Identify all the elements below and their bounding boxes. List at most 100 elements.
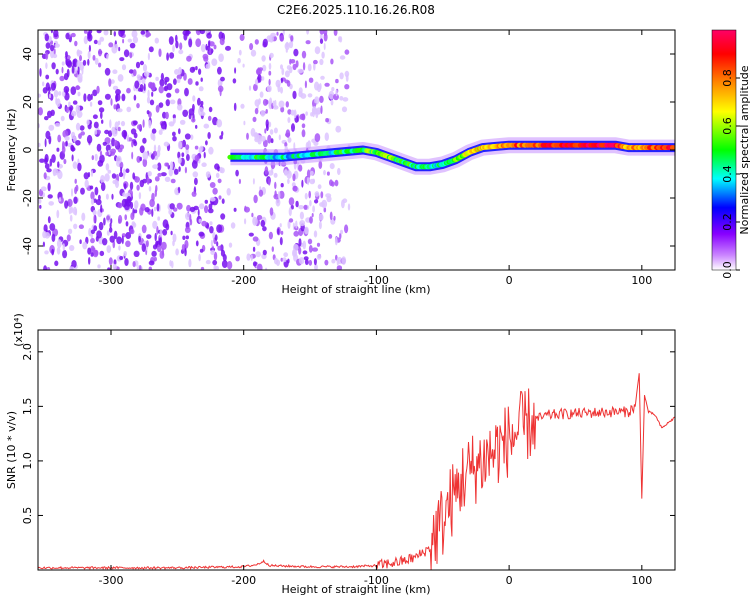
noise-speckle <box>155 105 160 113</box>
noise-speckle <box>104 173 110 182</box>
noise-speckle <box>260 135 266 142</box>
noise-speckle <box>308 190 312 199</box>
noise-speckle <box>199 248 204 253</box>
noise-speckle <box>188 258 192 268</box>
noise-speckle <box>127 38 132 43</box>
noise-speckle <box>177 157 182 164</box>
noise-speckle <box>268 178 271 186</box>
noise-speckle <box>71 154 74 162</box>
noise-speckle <box>200 100 204 106</box>
noise-speckle <box>139 156 142 162</box>
noise-speckle <box>195 66 198 71</box>
noise-speckle <box>154 232 157 242</box>
noise-speckle <box>320 75 325 80</box>
noise-speckle <box>325 193 332 198</box>
noise-speckle <box>88 257 91 265</box>
noise-speckle <box>123 183 127 190</box>
noise-speckle <box>129 52 133 59</box>
noise-speckle <box>97 40 102 46</box>
noise-speckle <box>131 140 134 148</box>
noise-speckle <box>313 258 317 266</box>
noise-speckle <box>54 43 60 48</box>
noise-speckle <box>184 166 187 174</box>
noise-speckle <box>328 90 335 100</box>
noise-speckle <box>286 65 292 70</box>
noise-speckle <box>278 100 285 108</box>
noise-speckle <box>124 258 129 266</box>
noise-speckle <box>324 259 329 266</box>
noise-speckle <box>54 260 59 267</box>
noise-speckle <box>169 260 172 267</box>
noise-speckle <box>341 256 347 265</box>
noise-speckle <box>319 58 324 66</box>
colorbar-tick-label: 0.8 <box>721 69 734 87</box>
noise-speckle <box>142 158 148 168</box>
noise-speckle <box>184 226 191 234</box>
noise-speckle <box>319 38 324 44</box>
noise-speckle <box>87 93 92 102</box>
noise-speckle <box>306 169 311 179</box>
noise-speckle <box>336 265 343 270</box>
noise-speckle <box>267 134 272 144</box>
noise-speckle <box>100 182 106 192</box>
noise-speckle <box>338 36 341 42</box>
noise-speckle <box>149 99 155 106</box>
noise-speckle <box>94 57 99 65</box>
noise-speckle <box>232 78 237 84</box>
noise-speckle <box>75 85 81 90</box>
noise-speckle <box>100 175 105 184</box>
noise-speckle <box>196 240 199 247</box>
noise-speckle <box>161 241 167 250</box>
noise-speckle <box>259 91 264 98</box>
noise-speckle <box>68 228 73 235</box>
noise-speckle <box>160 121 167 130</box>
noise-speckle <box>287 117 291 123</box>
noise-speckle <box>57 134 62 143</box>
noise-speckle <box>209 48 212 55</box>
noise-speckle <box>154 176 160 182</box>
noise-speckle <box>134 205 138 210</box>
noise-speckle <box>217 66 222 75</box>
noise-speckle <box>81 212 86 221</box>
noise-speckle <box>121 129 128 138</box>
noise-speckle <box>164 76 170 83</box>
noise-speckle <box>136 103 140 109</box>
noise-speckle <box>308 259 313 266</box>
noise-speckle <box>38 93 42 98</box>
noise-speckle <box>110 98 113 106</box>
noise-speckle <box>211 58 218 66</box>
noise-speckle <box>68 101 71 107</box>
noise-speckle <box>311 106 317 115</box>
noise-speckle <box>59 75 65 82</box>
noise-speckle <box>293 230 300 237</box>
noise-speckle <box>317 184 322 190</box>
noise-speckle <box>287 258 290 264</box>
noise-speckle <box>69 214 73 222</box>
noise-speckle <box>205 63 211 70</box>
noise-speckle <box>148 81 153 89</box>
noise-speckle <box>341 106 348 113</box>
noise-speckle <box>166 52 170 61</box>
noise-speckle <box>301 50 307 59</box>
noise-speckle <box>172 131 176 137</box>
noise-speckle <box>275 198 281 207</box>
noise-speckle <box>178 49 184 55</box>
noise-speckle <box>87 58 90 66</box>
noise-speckle <box>146 234 152 240</box>
noise-speckle <box>262 64 267 72</box>
noise-speckle <box>260 219 266 228</box>
colorbar-tick-label: 0.0 <box>721 261 734 279</box>
noise-speckle <box>47 216 51 224</box>
noise-speckle <box>66 234 71 242</box>
noise-speckle <box>209 226 214 234</box>
noise-speckle <box>50 44 55 52</box>
noise-speckle <box>174 168 179 175</box>
noise-speckle <box>165 99 170 107</box>
noise-speckle <box>273 193 280 200</box>
noise-speckle <box>282 30 285 36</box>
noise-speckle <box>89 185 94 190</box>
noise-speckle <box>302 250 308 255</box>
noise-speckle <box>265 267 268 270</box>
noise-speckle <box>186 204 191 212</box>
noise-speckle <box>53 90 59 98</box>
